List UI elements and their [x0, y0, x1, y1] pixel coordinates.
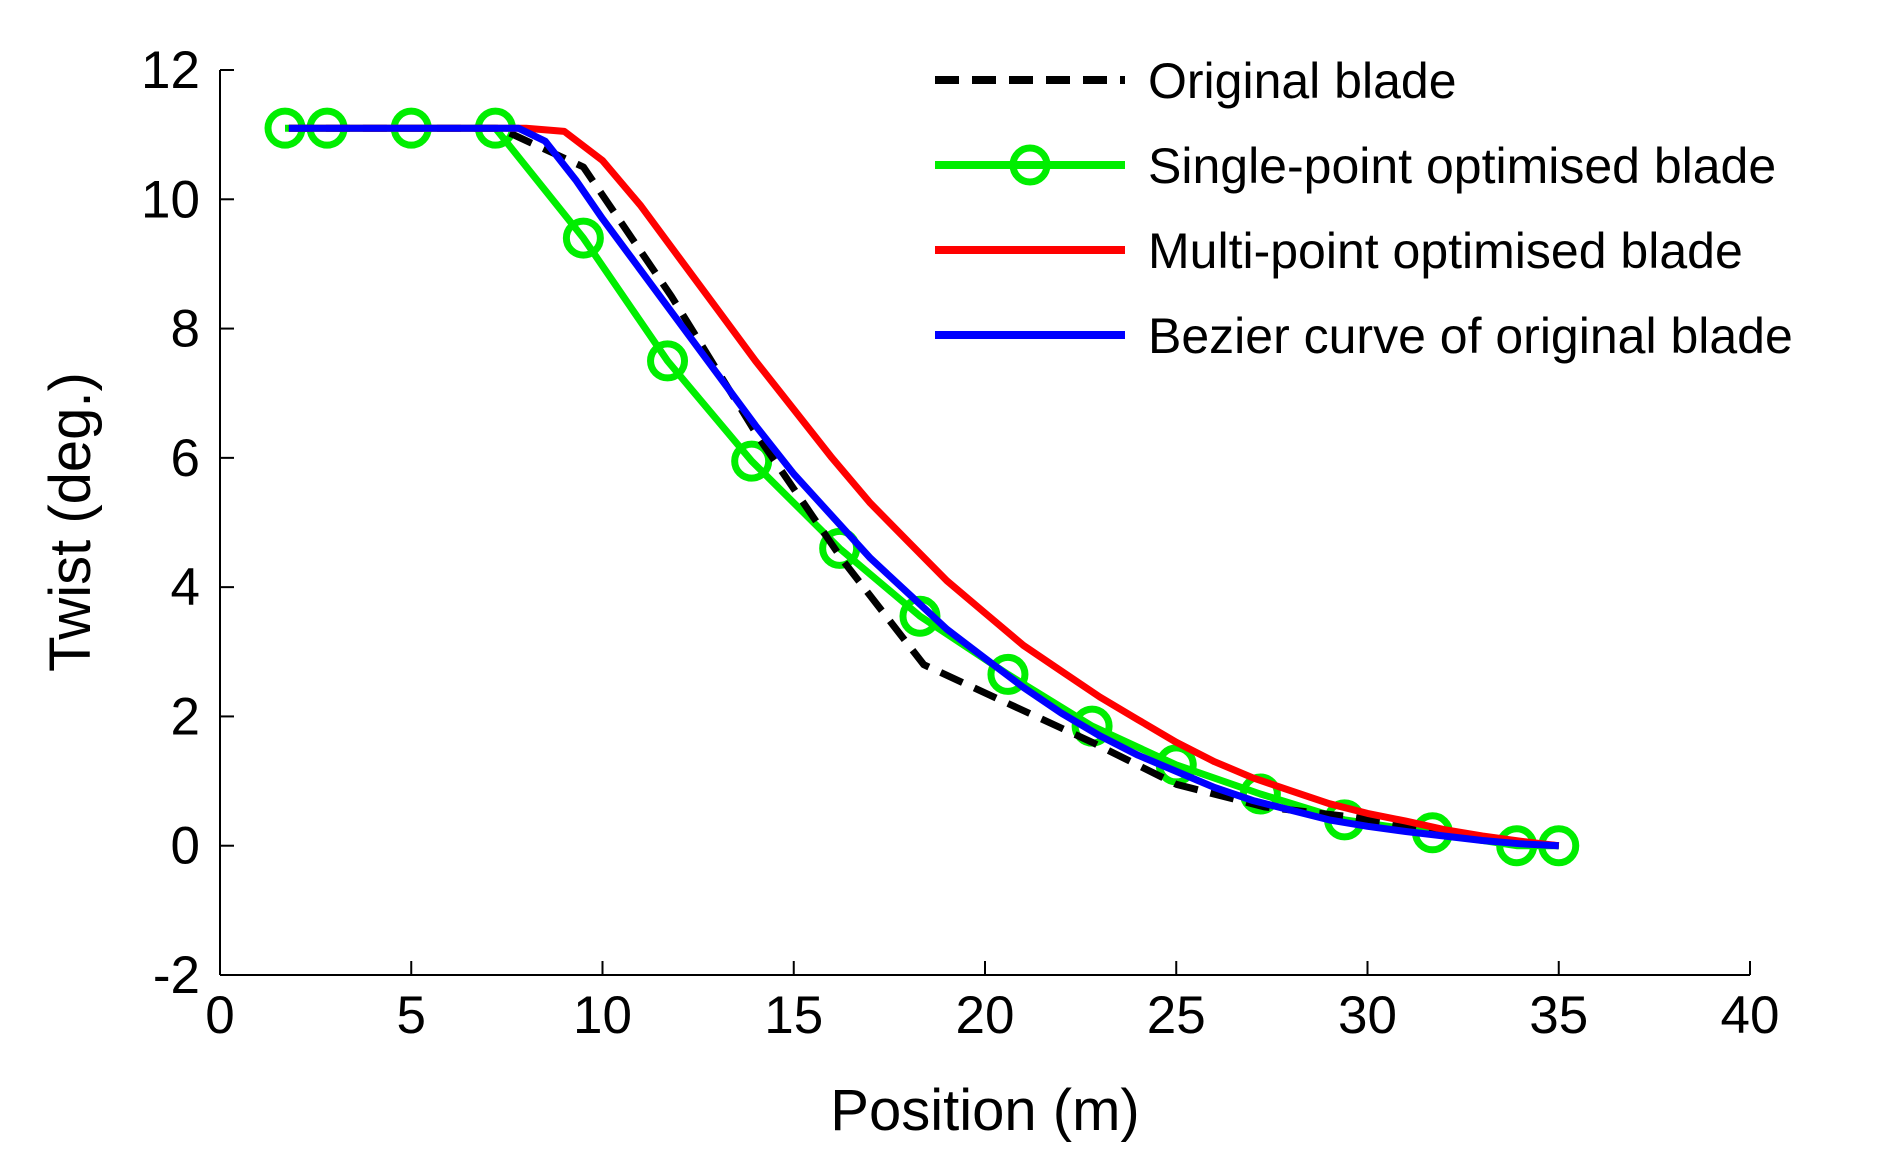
y-tick-label: 2	[171, 687, 200, 746]
series-marker	[731, 440, 773, 482]
legend-label-1: Single-point optimised blade	[1148, 138, 1776, 194]
y-axis-label: Twist (deg.)	[38, 372, 103, 672]
series-line-2	[288, 124, 1560, 850]
y-tick-label: 4	[171, 558, 200, 617]
x-tick-label: 5	[397, 986, 426, 1045]
series-layer	[264, 107, 1580, 867]
series-marker	[647, 340, 689, 382]
y-tick-label: 8	[171, 300, 200, 359]
legend-marker	[1009, 144, 1051, 186]
y-tick-label: 6	[171, 429, 200, 488]
y-tick-label: -2	[153, 946, 200, 1005]
x-tick-label: 40	[1721, 986, 1780, 1045]
series-line-0	[288, 124, 1560, 850]
y-tick-label: 10	[141, 170, 200, 229]
x-tick-label: 35	[1529, 986, 1588, 1045]
x-tick-label: 25	[1147, 986, 1206, 1045]
legend-label-2: Multi-point optimised blade	[1148, 223, 1743, 279]
series-marker	[562, 217, 604, 259]
x-axis-label: Position (m)	[830, 1078, 1139, 1143]
legend: Original blade Single-point optimised bla…	[935, 53, 1793, 364]
y-tick-label: 12	[141, 41, 200, 100]
x-tick-label: 30	[1338, 986, 1397, 1045]
x-tick-label: 15	[764, 986, 823, 1045]
series-marker	[987, 653, 1029, 695]
x-tick-label: 10	[573, 986, 632, 1045]
y-ticks: -2 0 2 4 6 8 10 12	[141, 41, 234, 1005]
x-ticks: 0 5 10 15 20 25 30 35 40	[205, 961, 1779, 1045]
x-tick-label: 20	[956, 986, 1015, 1045]
series-line-3	[288, 124, 1559, 850]
y-tick-label: 0	[171, 817, 200, 876]
legend-label-3: Bezier curve of original blade	[1148, 308, 1793, 364]
series-marker	[819, 527, 861, 569]
x-tick-label: 0	[205, 986, 234, 1045]
legend-label-0: Original blade	[1148, 53, 1457, 109]
